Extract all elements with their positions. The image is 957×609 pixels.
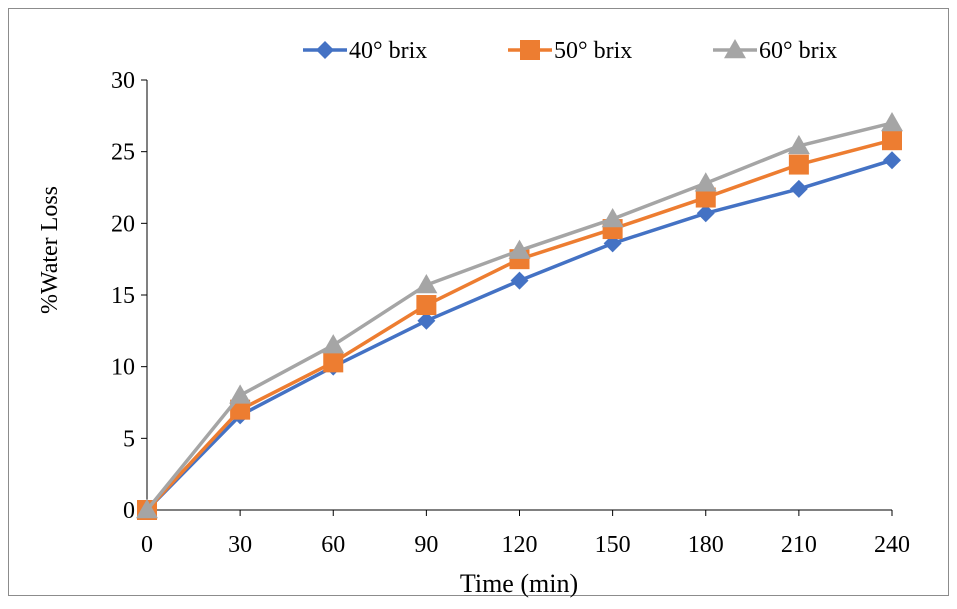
x-tick-label: 120 (502, 532, 538, 558)
data-point (136, 499, 158, 519)
series-group (136, 112, 903, 520)
legend-label: 40° brix (349, 38, 427, 64)
y-tick-label: 25 (111, 140, 135, 166)
data-point (881, 112, 903, 132)
x-tick-label: 90 (414, 532, 438, 558)
legend: 40° brix 50° brix 60° brix (303, 38, 837, 64)
x-tick-label: 30 (228, 532, 252, 558)
x-tick-label: 0 (141, 532, 153, 558)
chart-border (8, 8, 949, 596)
data-point (416, 295, 437, 316)
x-ticks: 0 30 60 90 120 150 180 210 240 (141, 510, 910, 558)
x-tick-label: 180 (688, 532, 724, 558)
data-point (510, 271, 529, 290)
data-point (322, 334, 345, 354)
y-tick-label: 15 (111, 283, 135, 309)
y-tick-label: 30 (111, 68, 135, 94)
data-point (696, 204, 715, 223)
data-point (788, 154, 809, 175)
x-tick-label: 210 (781, 532, 817, 558)
data-point (323, 352, 344, 373)
y-tick-label: 0 (123, 498, 135, 524)
y-tick-label: 20 (111, 211, 135, 237)
data-point (882, 130, 902, 151)
legend-marker (316, 41, 334, 59)
data-point (229, 384, 252, 404)
legend-item: 40° brix (303, 38, 427, 64)
data-point (415, 273, 438, 294)
y-axis-title: %Water Loss (37, 186, 63, 314)
legend-item: 60° brix (713, 38, 837, 64)
legend-marker (724, 39, 746, 59)
data-point (787, 134, 810, 155)
data-point (695, 187, 716, 208)
legend-item: 50° brix (508, 38, 632, 64)
legend-label: 50° brix (554, 38, 632, 64)
x-tick-label: 150 (595, 532, 631, 558)
x-axis-title: Time (min) (460, 569, 578, 598)
data-point (230, 399, 251, 420)
series-3 (136, 112, 903, 519)
x-tick-label: 240 (874, 532, 910, 558)
data-point (601, 208, 624, 228)
data-point (694, 172, 717, 192)
data-point (417, 311, 436, 330)
y-tick-label: 5 (123, 426, 135, 452)
legend-label: 60° brix (759, 38, 837, 64)
data-point (883, 151, 901, 170)
y-tick-label: 10 (111, 355, 135, 381)
legend-marker (520, 40, 540, 60)
data-point (789, 179, 808, 198)
data-point (508, 239, 531, 259)
x-tick-label: 60 (321, 532, 345, 558)
